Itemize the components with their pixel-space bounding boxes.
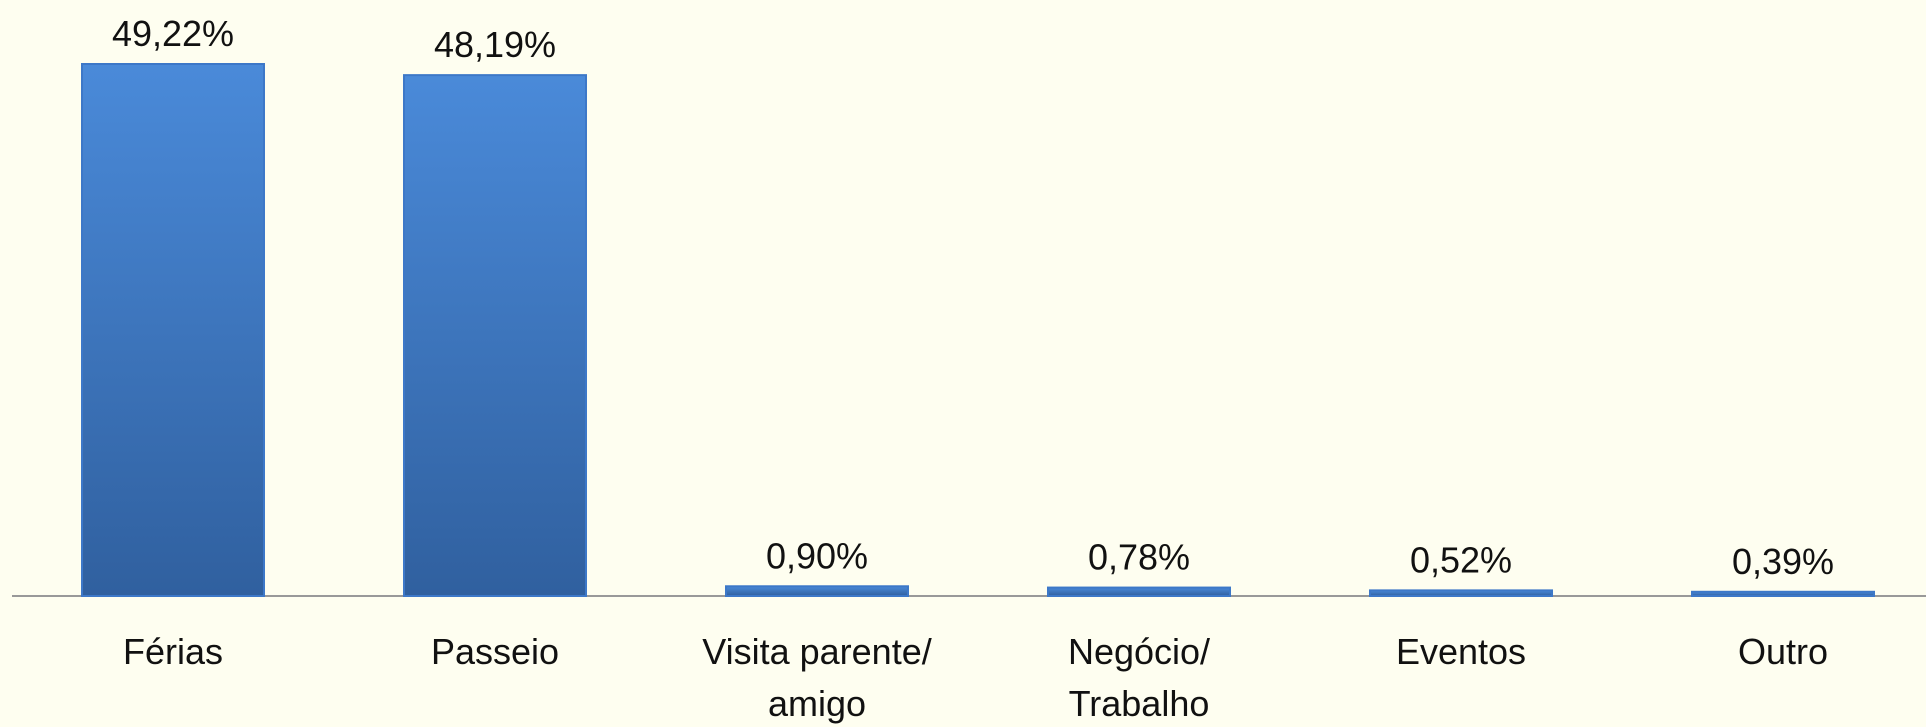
x-tick-label: Passeio (430, 631, 560, 672)
x-tick-label: Visita parente/ amigo (702, 631, 932, 724)
bar (1047, 586, 1231, 597)
value-label: 49,22% (112, 13, 234, 54)
value-label: 0,78% (1088, 537, 1190, 578)
bar (403, 74, 587, 597)
value-label: 48,19% (434, 24, 556, 65)
bar (1369, 589, 1553, 597)
x-tick-label: Outro (1737, 631, 1829, 672)
bar (1691, 590, 1875, 598)
x-tick-label: Férias (122, 631, 224, 672)
bar (725, 585, 909, 597)
x-tick-label: Eventos (1395, 631, 1527, 672)
value-label: 0,39% (1732, 541, 1834, 582)
bar (81, 63, 265, 597)
value-label: 0,90% (766, 535, 868, 576)
value-label: 0,52% (1410, 539, 1512, 580)
x-tick-label: Negócio/ Trabalho (1067, 631, 1211, 724)
